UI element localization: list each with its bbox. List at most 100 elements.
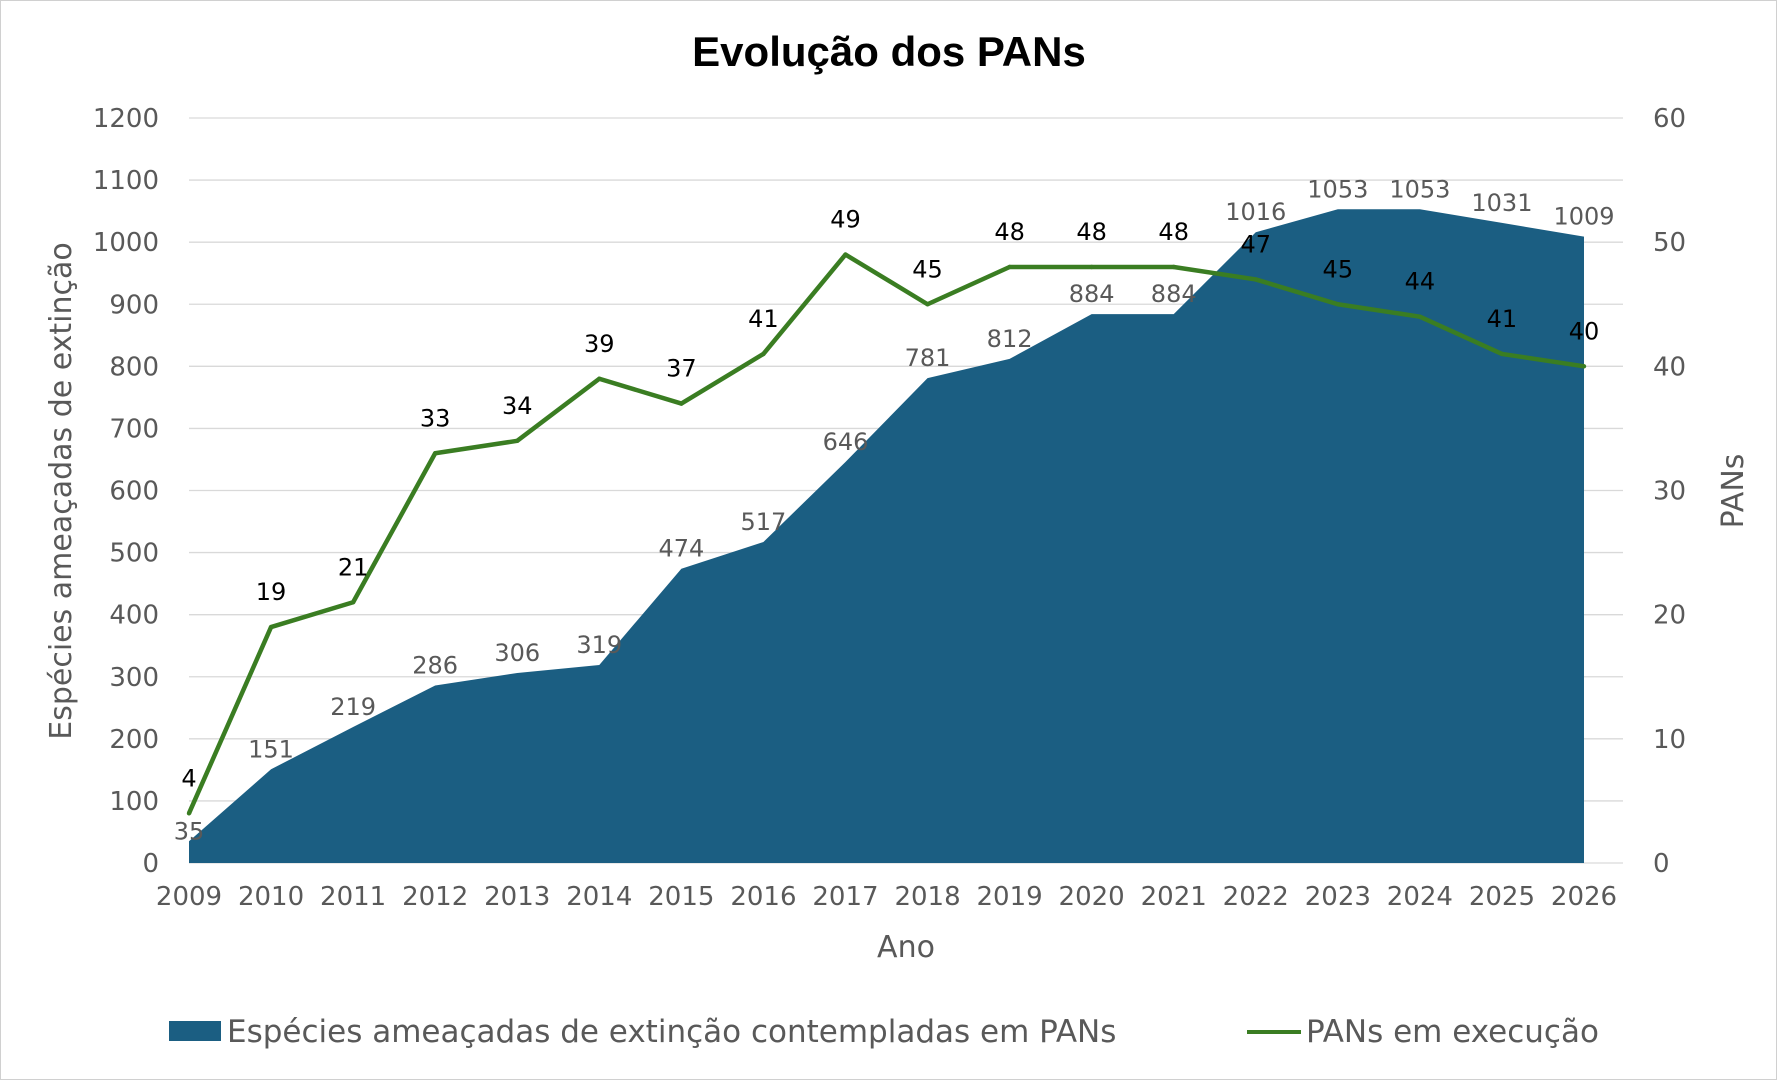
y-right-tick-label: 20 [1653, 601, 1686, 631]
y-left-tick-label: 1100 [93, 166, 159, 196]
y-left-tick-label: 300 [109, 663, 159, 693]
line-point [1417, 314, 1423, 319]
x-tick-label: 2024 [1387, 882, 1453, 912]
x-tick-label: 2012 [402, 882, 468, 912]
y-right-axis-title: PANs [1716, 454, 1751, 529]
area-data-label: 1009 [1553, 203, 1614, 231]
y-left-tick-label: 100 [109, 787, 159, 817]
x-tick-label: 2014 [566, 882, 632, 912]
y-left-axis-title: Espécies ameaçadas de extinção [44, 242, 79, 740]
line-data-label: 39 [584, 330, 615, 358]
chart-title: Evolução dos PANs [692, 28, 1086, 75]
area-data-label: 646 [823, 428, 869, 456]
y-right-tick-label: 60 [1653, 104, 1686, 134]
area-data-label: 812 [987, 325, 1033, 353]
x-tick-label: 2013 [484, 882, 550, 912]
x-tick-label: 2016 [730, 882, 796, 912]
y-left-tick-label: 1000 [93, 228, 159, 258]
legend: Espécies ameaçadas de extinção contempla… [169, 1014, 1599, 1050]
y-left-tick-label: 900 [109, 290, 159, 320]
x-tick-label: 2009 [156, 882, 222, 912]
x-tick-label: 2017 [812, 882, 878, 912]
y-right-tick-labels: 0 10 20 30 40 50 60 [1653, 104, 1686, 879]
area-data-label: 884 [1151, 280, 1197, 308]
line-point [1253, 277, 1258, 282]
line-data-label: 37 [666, 355, 697, 383]
legend-line-label: PANs em execução [1306, 1014, 1599, 1050]
line-point [186, 811, 192, 816]
x-tick-label: 2019 [977, 882, 1043, 912]
area-fill [189, 209, 1584, 863]
area-data-label: 1016 [1225, 198, 1286, 226]
area-data-label: 319 [576, 631, 622, 659]
line-point [432, 451, 438, 456]
y-left-tick-label: 800 [109, 352, 159, 382]
x-axis-title: Ano [877, 930, 935, 965]
line-point [761, 351, 766, 357]
area-data-label: 884 [1069, 280, 1115, 308]
line-point [597, 376, 602, 381]
line-point [268, 624, 274, 630]
area-series [189, 209, 1584, 863]
line-path [186, 252, 1585, 815]
area-data-label: 474 [658, 535, 704, 563]
y-left-tick-label: 400 [109, 601, 159, 631]
line-point [925, 302, 930, 307]
area-data-label: 35 [174, 817, 205, 845]
legend-area-label: Espécies ameaçadas de extinção contempla… [227, 1014, 1116, 1050]
y-right-tick-label: 0 [1653, 849, 1670, 879]
line-data-label: 48 [1158, 218, 1189, 246]
line-point [1335, 302, 1341, 307]
line-point [843, 252, 848, 257]
x-tick-label: 2021 [1141, 882, 1207, 912]
line-data-label: 49 [830, 206, 861, 234]
area-data-label: 781 [905, 344, 951, 372]
line-data-label: 47 [1240, 230, 1271, 258]
line-point [679, 401, 684, 406]
x-tick-label: 2020 [1059, 882, 1125, 912]
legend-item-area: Espécies ameaçadas de extinção contempla… [169, 1014, 1116, 1050]
line-point [350, 600, 356, 605]
line-data-label: 45 [912, 255, 943, 283]
line-series [186, 252, 1587, 816]
x-tick-label: 2018 [894, 882, 960, 912]
area-data-label: 286 [412, 651, 458, 679]
line-data-label: 19 [256, 578, 287, 606]
line-point [1499, 351, 1505, 357]
y-left-tick-label: 600 [109, 477, 159, 507]
area-data-label: 219 [330, 693, 376, 721]
line-data-label: 33 [420, 404, 451, 432]
y-left-tick-label: 1200 [93, 104, 159, 134]
line-point [1089, 264, 1094, 270]
area-data-label: 1053 [1307, 175, 1368, 203]
x-tick-label: 2025 [1469, 882, 1535, 912]
line-point [1171, 264, 1176, 270]
legend-item-line: PANs em execução [1247, 1014, 1599, 1050]
y-left-tick-label: 500 [109, 539, 159, 569]
line-data-label: 40 [1569, 317, 1600, 345]
line-data-label: 34 [502, 392, 533, 420]
legend-area-swatch [169, 1021, 221, 1041]
x-tick-label: 2026 [1551, 882, 1617, 912]
y-left-tick-labels: 0 100 200 300 400 500 600 700 800 900 1000 1100 1200 [93, 104, 159, 879]
line-point [515, 438, 520, 444]
x-tick-label: 2011 [320, 882, 386, 912]
x-tick-label: 2015 [648, 882, 714, 912]
x-tick-label: 2010 [238, 882, 304, 912]
y-right-tick-label: 40 [1653, 352, 1686, 382]
y-left-tick-label: 0 [142, 849, 159, 879]
line-data-label: 41 [1487, 305, 1518, 333]
line-data-label: 41 [748, 305, 779, 333]
line-point [1007, 264, 1012, 270]
y-right-tick-label: 30 [1653, 477, 1686, 507]
area-data-label: 517 [741, 508, 787, 536]
area-data-label: 151 [248, 735, 294, 763]
x-tick-label: 2023 [1305, 882, 1371, 912]
area-data-label: 306 [494, 639, 540, 667]
line-data-label: 48 [994, 218, 1025, 246]
line-data-label: 4 [181, 764, 196, 792]
line-data-labels: 4 19 21 33 34 39 37 41 49 45 48 48 48 47 45 44 41 40 [181, 206, 1599, 793]
line-data-label: 21 [338, 553, 369, 581]
